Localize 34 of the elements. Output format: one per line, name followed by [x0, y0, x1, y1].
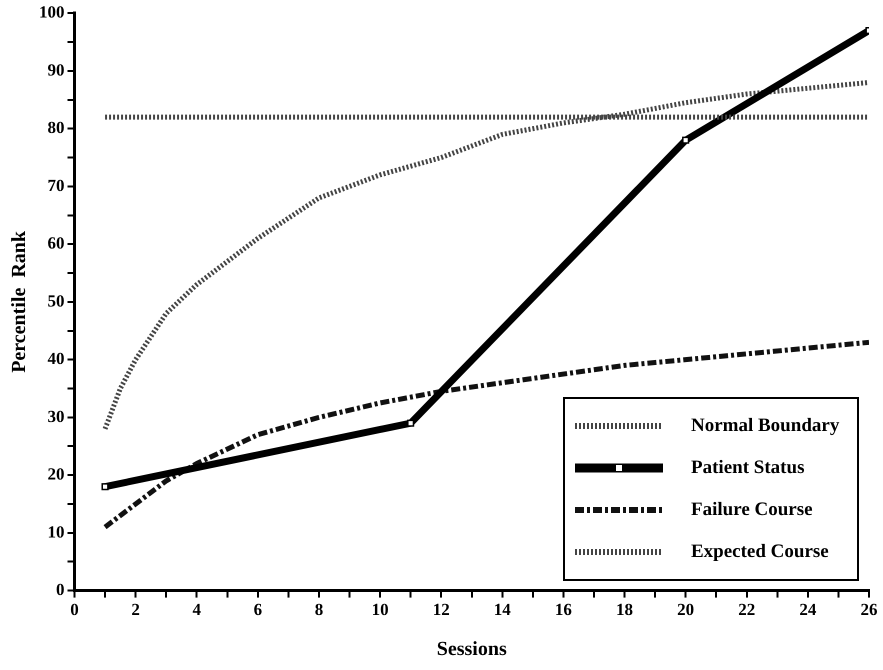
legend-label: Expected Course	[691, 540, 829, 563]
x-tick-label: 8	[314, 600, 324, 620]
y-tick-label: 100	[39, 2, 64, 22]
x-tick-label: 0	[70, 600, 79, 620]
point	[101, 483, 109, 490]
legend-label: Failure Course	[691, 498, 813, 521]
y-tick-label: 40	[48, 349, 64, 368]
x-tick-label: 12	[432, 600, 450, 620]
y-tick-label: 90	[48, 60, 64, 80]
x-tick-label: 6	[254, 600, 262, 620]
y-tick-label: 0	[56, 580, 64, 599]
x-tick-label: 22	[738, 600, 756, 620]
y-axis-title: Percentile Rank	[8, 230, 30, 373]
x-tick-label: 2	[131, 600, 140, 620]
x-tick-label: 4	[192, 600, 202, 620]
x-tick-label: 26	[860, 600, 878, 620]
x-axis-title: Sessions	[436, 638, 507, 660]
x-tick-label: 20	[677, 600, 694, 620]
x-tick-label: 10	[372, 600, 389, 620]
point	[682, 136, 690, 144]
x-tick-label: 16	[554, 600, 572, 620]
y-tick-label: 80	[48, 118, 64, 138]
x-tick-label: 18	[616, 600, 634, 620]
x-tick-label: 24	[799, 600, 817, 620]
point	[407, 420, 414, 427]
y-tick-label: 60	[48, 234, 64, 253]
y-tick-label: 20	[48, 464, 64, 484]
legend-label: Patient Status	[691, 456, 804, 479]
y-tick-label: 10	[48, 522, 64, 542]
y-tick-label: 70	[48, 176, 64, 195]
y-tick-label: 30	[48, 406, 64, 426]
x-tick-label: 14	[494, 600, 512, 620]
y-tick-label: 50	[48, 291, 64, 310]
legend-label: Normal Boundary	[691, 414, 840, 437]
